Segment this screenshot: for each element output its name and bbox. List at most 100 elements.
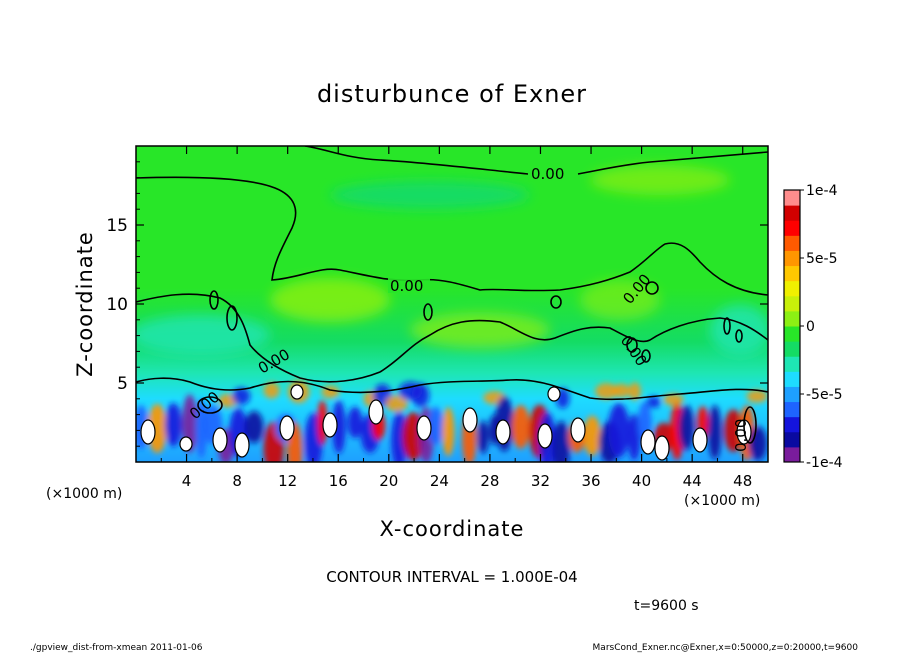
upper-field — [136, 165, 768, 355]
colorbar-swatch — [784, 401, 800, 418]
cell — [583, 415, 601, 456]
cell — [628, 382, 641, 401]
y-axis-label: Z-coordinate — [73, 231, 97, 377]
cell — [332, 400, 346, 454]
cell — [707, 405, 722, 460]
colorbar-tick-label: -5e-5 — [806, 387, 843, 403]
cell-hole — [462, 407, 478, 433]
cell-hole — [547, 386, 561, 402]
colorbar-tick-label: -1e-4 — [806, 455, 843, 471]
x-tick-label: 24 — [430, 472, 449, 490]
contour-mid — [136, 293, 768, 383]
cell — [595, 383, 618, 400]
colorbar-swatch — [784, 356, 800, 372]
heatmap-field: 0.00 0.00 0.00 0.00 0.00 0.00 0.00 — [136, 146, 768, 462]
cell — [385, 395, 408, 413]
cell — [627, 413, 641, 461]
x-axis: 4 8 12 16 20 24 28 32 36 40 44 48 — [160, 146, 752, 490]
cell-hole — [212, 427, 228, 453]
cell — [411, 383, 430, 408]
zero-contours — [136, 146, 768, 444]
chart-title: disturbunce of Exner — [317, 80, 587, 108]
cell-hole — [234, 432, 250, 458]
y-tick-label: 10 — [106, 295, 128, 315]
cell — [477, 420, 489, 454]
time-label: t=9600 s — [634, 598, 699, 614]
cell — [442, 407, 455, 457]
x-tick-label: 44 — [683, 472, 702, 490]
cell — [511, 405, 531, 449]
cell — [646, 396, 661, 409]
cell — [244, 410, 264, 444]
colorbar-swatch — [784, 310, 800, 327]
cell — [427, 406, 444, 446]
y-tick-label: 15 — [106, 216, 128, 236]
colorbar-swatch — [784, 416, 800, 433]
colorbar-swatch — [784, 220, 800, 236]
x-tick-label: 40 — [632, 472, 651, 490]
colorbar-swatch — [784, 371, 800, 387]
contour-label: 0.00 — [390, 277, 423, 295]
cell-hole — [279, 415, 295, 441]
cell — [607, 403, 630, 458]
colorbar-swatch — [784, 446, 800, 463]
x-tick-label: 4 — [182, 472, 192, 490]
footer-left: ./gpview_dist-from-xmean 2011-01-06 — [30, 643, 203, 653]
contour-upper — [136, 176, 768, 296]
colorbar-tick-label: 5e-5 — [806, 251, 837, 267]
x-axis-label: X-coordinate — [380, 517, 525, 541]
x-unit-left: (×1000 m) — [46, 486, 122, 502]
colorbar-swatch — [784, 205, 800, 221]
x-tick-label: 16 — [329, 472, 348, 490]
colorbar: 1e-4 5e-5 0 -5e-5 -1e-4 — [783, 183, 843, 471]
cell — [663, 393, 684, 406]
cell-hole — [495, 419, 511, 445]
cell — [165, 402, 182, 447]
cell-hole — [179, 436, 193, 452]
cell — [746, 389, 768, 403]
x-tick-label: 36 — [581, 472, 600, 490]
colorbar-swatch — [784, 431, 800, 448]
colorbar-swatch — [784, 265, 800, 282]
cell — [391, 411, 408, 462]
colorbar-tick-label: 0 — [806, 319, 815, 335]
contour-loops — [197, 281, 757, 444]
cell-hole — [570, 417, 586, 443]
cell — [347, 406, 363, 439]
cell-hole — [692, 427, 708, 453]
cell-hole — [654, 435, 670, 461]
cell-hole — [322, 412, 338, 438]
colorbar-swatch — [784, 295, 800, 312]
y-axis: 5 10 15 — [106, 161, 768, 447]
cell-hole — [537, 423, 553, 449]
x-tick-label: 32 — [531, 472, 550, 490]
x-tick-label: 28 — [480, 472, 499, 490]
colorbar-swatch — [784, 280, 800, 297]
cell-hole — [640, 429, 656, 455]
contour-interval: CONTOUR INTERVAL = 1.000E-04 — [326, 568, 577, 586]
y-tick-label: 5 — [117, 374, 128, 394]
contour-label: 0.00 — [531, 165, 564, 183]
colorbar-swatch — [784, 326, 800, 342]
x-unit-right: (×1000 m) — [684, 493, 760, 509]
colorbar-swatch — [784, 250, 800, 267]
cell — [195, 398, 208, 459]
colorbar-swatch — [784, 386, 800, 403]
colorbar-swatch — [784, 190, 800, 206]
footer-right: MarsCond_Exner.nc@Exner,x=0:50000,z=0:20… — [593, 643, 859, 653]
cell — [678, 405, 695, 451]
cell-hole — [140, 419, 156, 445]
cell-hole — [368, 399, 384, 425]
x-tick-label: 20 — [379, 472, 398, 490]
cell-hole — [290, 384, 304, 400]
contour-top — [304, 146, 768, 175]
x-tick-label: 8 — [232, 472, 242, 490]
colorbar-tick-label: 1e-4 — [806, 183, 838, 199]
contour-low — [136, 377, 768, 401]
cell — [748, 426, 767, 461]
x-tick-label: 12 — [278, 472, 297, 490]
cell — [723, 409, 743, 453]
colorbar-swatch — [784, 235, 800, 251]
x-tick-label: 48 — [733, 472, 752, 490]
